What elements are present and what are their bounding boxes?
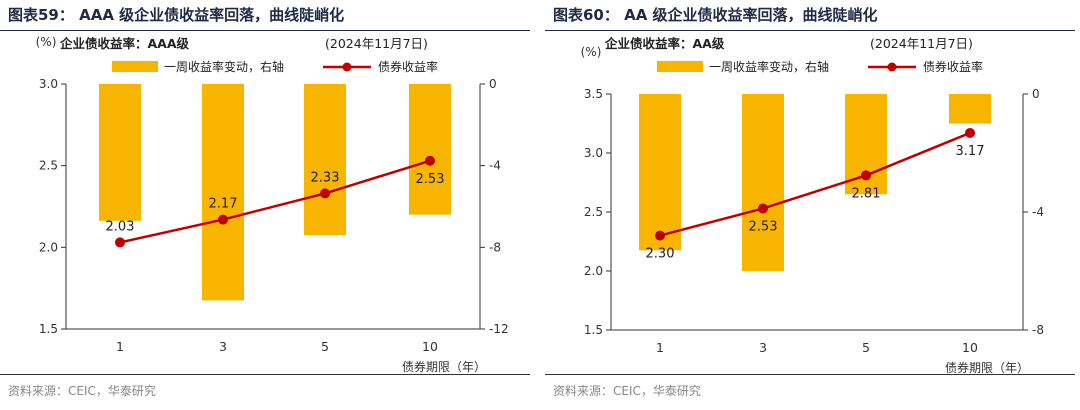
x-axis-label: 债券期限（年） bbox=[945, 360, 1029, 375]
source-divider bbox=[0, 374, 530, 375]
line-point bbox=[758, 203, 768, 214]
legend-line-marker bbox=[887, 62, 897, 72]
line-point bbox=[861, 170, 871, 181]
left-tick-label: 3.0 bbox=[584, 146, 603, 160]
left-tick-label: 2.0 bbox=[39, 240, 58, 254]
x-axis-label: 债券期限（年） bbox=[402, 359, 486, 374]
line-point bbox=[655, 230, 665, 241]
chart-panel-aa: 图表60： AA 级企业债收益率回落，曲线陡峭化 企业债收益率：AA级 (2024… bbox=[545, 0, 1075, 410]
bar bbox=[99, 84, 141, 221]
bar bbox=[202, 84, 244, 301]
left-tick-label: 1.5 bbox=[584, 323, 603, 337]
data-label: 2.81 bbox=[852, 186, 881, 201]
line-point bbox=[965, 127, 975, 138]
right-tick-label: 0 bbox=[1032, 87, 1040, 101]
data-label: 3.17 bbox=[956, 144, 985, 159]
left-axis-unit: (%) bbox=[581, 45, 602, 59]
x-tick-label: 10 bbox=[962, 340, 978, 355]
data-label: 2.30 bbox=[646, 247, 675, 262]
legend-bar-swatch bbox=[657, 61, 703, 72]
left-tick-label: 1.5 bbox=[39, 322, 58, 336]
line-point bbox=[425, 155, 435, 166]
line-point bbox=[115, 237, 125, 248]
data-label: 2.17 bbox=[209, 197, 238, 212]
left-tick-label: 2.0 bbox=[584, 264, 603, 278]
legend-line-label: 债券收益率 bbox=[378, 59, 438, 74]
x-tick-label: 1 bbox=[116, 339, 124, 354]
legend-bar-swatch bbox=[112, 61, 158, 72]
x-tick-label: 5 bbox=[862, 340, 870, 355]
legend-line-marker bbox=[342, 62, 352, 72]
right-tick-label: -8 bbox=[1032, 323, 1044, 337]
chart-subtitle: 企业债收益率：AA级 bbox=[604, 36, 725, 51]
right-tick-label: -8 bbox=[489, 240, 501, 254]
x-tick-label: 10 bbox=[422, 339, 438, 354]
date-note: (2024年11月7日) bbox=[325, 36, 428, 51]
x-tick-label: 1 bbox=[656, 340, 664, 355]
x-tick-label: 5 bbox=[321, 339, 329, 354]
left-tick-label: 3.0 bbox=[39, 77, 58, 91]
chart-aaa: 企业债收益率：AAA级 (2024年11月7日) 一周收益率变动，右轴 债券收益率 (%… bbox=[36, 35, 509, 374]
right-tick-label: -12 bbox=[489, 322, 509, 336]
data-label: 2.03 bbox=[106, 219, 135, 234]
source-divider bbox=[545, 374, 1075, 375]
legend-bar-label: 一周收益率变动，右轴 bbox=[709, 59, 829, 74]
data-label: 2.33 bbox=[311, 170, 340, 185]
bar bbox=[409, 84, 451, 215]
x-tick-label: 3 bbox=[759, 340, 767, 355]
chart-title: 图表59： AAA 级企业债收益率回落，曲线陡峭化 bbox=[8, 6, 345, 24]
left-tick-label: 3.5 bbox=[584, 87, 603, 101]
bar bbox=[949, 94, 991, 124]
right-tick-label: -4 bbox=[1032, 205, 1044, 219]
source-note: 资料来源：CEIC，华泰研究 bbox=[553, 384, 701, 398]
legend-bar-label: 一周收益率变动，右轴 bbox=[164, 59, 284, 74]
line-point bbox=[320, 188, 330, 199]
left-axis-unit: (%) bbox=[36, 35, 57, 49]
series-line bbox=[659, 131, 971, 237]
title-divider bbox=[545, 30, 1075, 31]
data-label: 2.53 bbox=[416, 172, 445, 187]
chart-subtitle: 企业债收益率：AAA级 bbox=[59, 36, 190, 51]
right-tick-label: 0 bbox=[489, 77, 497, 91]
right-tick-label: -4 bbox=[489, 159, 501, 173]
bar bbox=[742, 94, 784, 271]
chart-title: 图表60： AA 级企业债收益率回落，曲线陡峭化 bbox=[553, 6, 878, 24]
series-line bbox=[119, 159, 431, 244]
data-label: 2.53 bbox=[749, 219, 778, 234]
chart-aa: 企业债收益率：AA级 (2024年11月7日) 一周收益率变动，右轴 债券收益率 (%)… bbox=[581, 36, 1044, 375]
title-divider bbox=[0, 30, 530, 31]
left-tick-label: 2.5 bbox=[584, 205, 603, 219]
chart-panel-aaa: 图表59： AAA 级企业债收益率回落，曲线陡峭化 企业债收益率：AAA级 (20… bbox=[0, 0, 530, 410]
bar bbox=[304, 84, 346, 236]
left-tick-label: 2.5 bbox=[39, 159, 58, 173]
source-note: 资料来源：CEIC，华泰研究 bbox=[8, 384, 156, 398]
legend-line-label: 债券收益率 bbox=[923, 59, 983, 74]
date-note: (2024年11月7日) bbox=[870, 36, 973, 51]
bar bbox=[639, 94, 681, 251]
x-tick-label: 3 bbox=[219, 339, 227, 354]
line-point bbox=[218, 214, 228, 225]
